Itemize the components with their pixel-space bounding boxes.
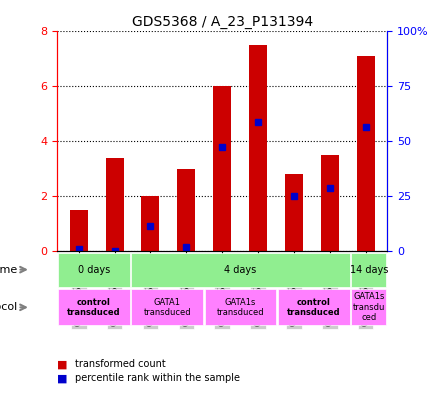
FancyBboxPatch shape <box>351 289 386 325</box>
Text: control
transduced: control transduced <box>67 298 121 317</box>
Text: GATA1
transduced: GATA1 transduced <box>143 298 191 317</box>
FancyBboxPatch shape <box>58 253 130 286</box>
Bar <box>70 209 88 251</box>
Text: 0 days: 0 days <box>78 264 110 275</box>
Bar <box>213 86 231 251</box>
Text: control
transduced: control transduced <box>287 298 341 317</box>
FancyBboxPatch shape <box>351 253 386 286</box>
Bar <box>321 155 339 251</box>
Text: GATA1s
transdu
ced: GATA1s transdu ced <box>353 292 385 322</box>
FancyBboxPatch shape <box>58 289 130 325</box>
Bar <box>177 169 195 251</box>
FancyBboxPatch shape <box>278 289 350 325</box>
Text: ■: ■ <box>57 360 68 369</box>
Text: time: time <box>0 264 18 275</box>
FancyBboxPatch shape <box>131 289 203 325</box>
Text: 4 days: 4 days <box>224 264 257 275</box>
Bar <box>249 45 267 251</box>
Text: percentile rank within the sample: percentile rank within the sample <box>75 373 240 383</box>
Text: GATA1s
transduced: GATA1s transduced <box>217 298 264 317</box>
Bar <box>357 56 374 251</box>
Bar <box>142 196 159 251</box>
Title: GDS5368 / A_23_P131394: GDS5368 / A_23_P131394 <box>132 15 313 29</box>
Text: 14 days: 14 days <box>350 264 388 275</box>
Bar <box>106 158 124 251</box>
Text: protocol: protocol <box>0 302 18 312</box>
Text: transformed count: transformed count <box>75 360 165 369</box>
Bar <box>285 174 303 251</box>
Text: ■: ■ <box>57 373 68 383</box>
FancyBboxPatch shape <box>205 289 276 325</box>
FancyBboxPatch shape <box>131 253 350 286</box>
